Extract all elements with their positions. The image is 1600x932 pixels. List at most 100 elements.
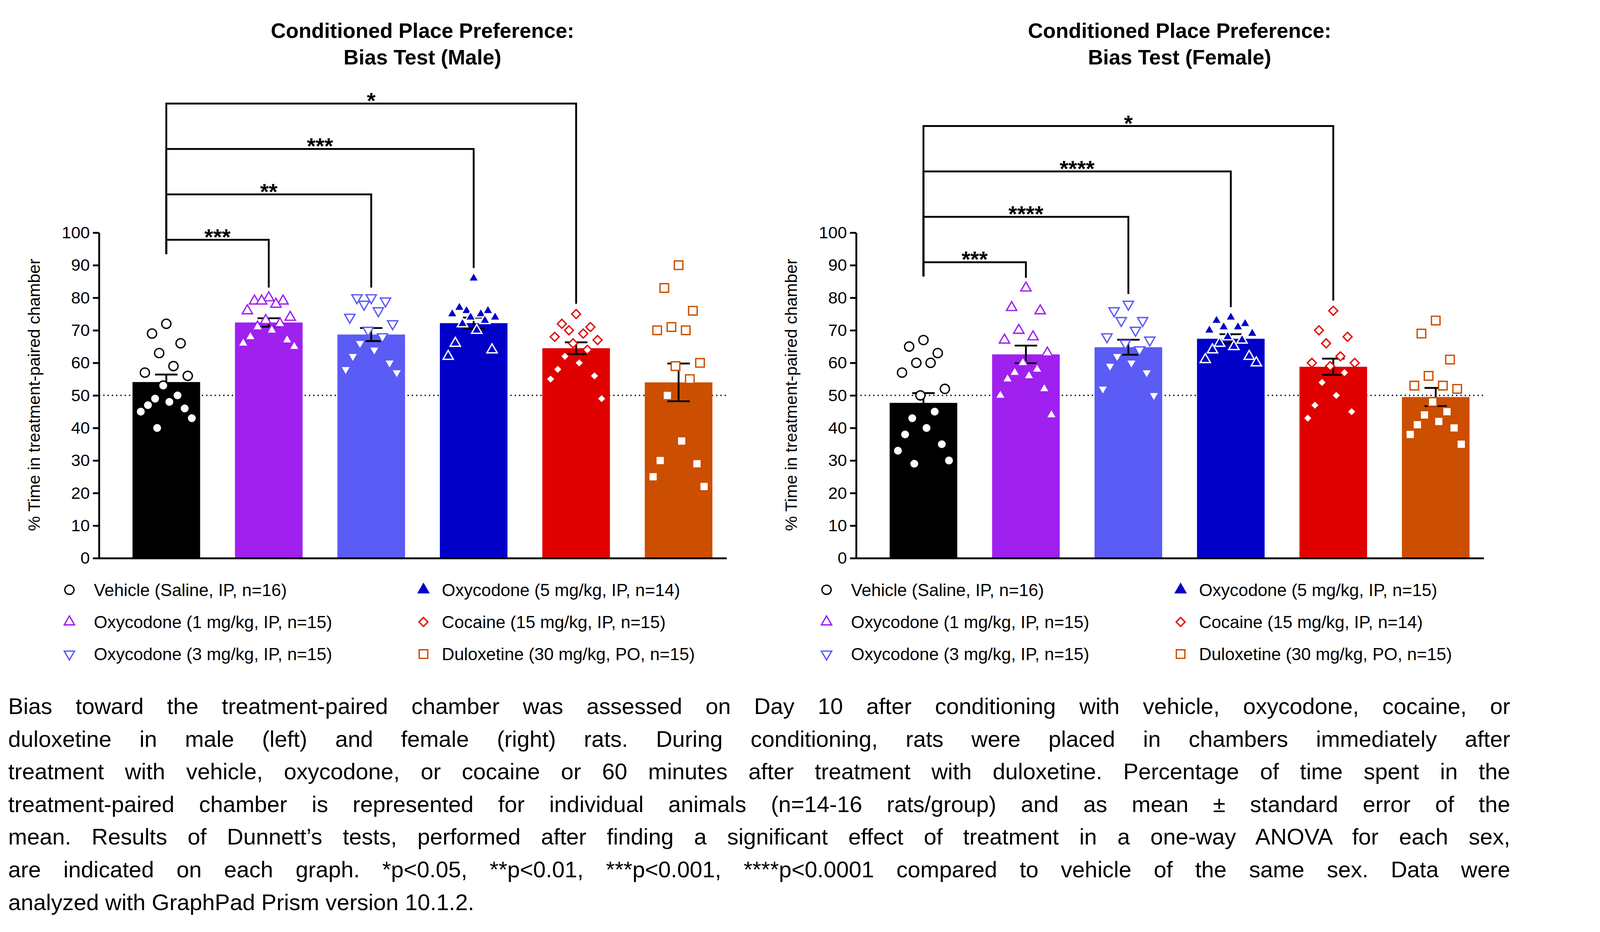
data-point [373,307,384,317]
data-point [915,390,925,400]
data-point [560,351,570,361]
y-tick: 10 [828,516,856,535]
data-point [585,322,595,332]
data-point [1032,363,1043,373]
data-point [340,366,351,376]
data-point [1412,420,1422,429]
bar [1299,366,1368,559]
legend-marker [419,649,428,659]
significance-label: *** [204,224,231,250]
caption-line: mean. Results of Dunnett’s tests, perfor… [8,820,1511,854]
data-point [571,309,581,319]
data-point [1232,321,1243,331]
data-point [692,459,702,468]
bar [132,382,200,559]
data-point [1123,301,1134,311]
legend-marker [64,651,75,661]
data-point [1424,371,1433,381]
significance-label: ** [260,179,278,205]
data-point [907,413,918,424]
legend-label: Duloxetine (30 mg/kg, PO, n=15) [1198,644,1452,664]
data-point [660,283,669,293]
data-point [1332,391,1342,400]
legend-label: Vehicle (Saline, IP, n=16) [93,580,287,600]
legend-label: Oxycodone (3 mg/kg, IP, n=15) [851,644,1090,664]
legend-item: Cocaine (15 mg/kg, IP, n=15) [419,612,666,632]
y-tick: 50 [71,385,99,405]
data-point [471,324,482,334]
data-point [1134,346,1145,356]
legend-label: Duloxetine (30 mg/kg, PO, n=15) [441,644,695,664]
y-tick-label: 90 [71,255,90,275]
caption-line: analyzed with GraphPad Prism version 10.… [8,885,1511,919]
data-point [648,472,658,482]
data-point [553,364,563,374]
x-axis [856,558,1484,559]
data-point [377,333,388,343]
data-point [1002,373,1013,383]
data-point [1244,350,1255,360]
significance-bracket [166,194,372,288]
bar [542,348,610,558]
bar [1401,396,1470,558]
data-point [168,361,179,371]
data-point [677,436,686,446]
data-point [1405,430,1415,439]
legend-marker [821,651,832,661]
y-tick-label: 10 [828,516,847,535]
significance-bracket [166,148,474,268]
data-point [270,298,281,308]
data-point [1428,397,1438,407]
data-point [667,322,676,332]
data-point [1317,378,1327,388]
y-tick-mark [850,394,857,397]
data-point [1116,317,1127,327]
data-point [557,319,567,329]
data-point [1450,423,1459,433]
legend-item: Cocaine (15 mg/kg, IP, n=14) [1176,612,1423,632]
data-point [1417,329,1426,338]
data-point [995,389,1006,399]
data-point [263,291,274,301]
y-tick-mark [850,525,857,527]
y-tick: 80 [71,288,99,308]
y-tick-label: 40 [71,418,90,438]
data-point [685,375,695,384]
data-point [1013,324,1024,334]
data-point [173,390,183,400]
legend-label: Oxycodone (5 mg/kg, IP, n=14) [441,580,681,600]
data-point [252,321,263,331]
y-tick: 20 [71,483,99,503]
legend-marker [64,585,75,595]
data-point [1434,417,1443,426]
y-tick-label: 0 [80,548,90,568]
y-tick-label: 40 [828,418,847,438]
data-point [1310,400,1320,410]
reference-line [856,394,1484,397]
data-point [1101,333,1113,343]
data-point [921,423,932,433]
data-point [1017,357,1028,367]
data-point [347,353,358,363]
data-point [900,429,910,440]
y-axis-title: % Time in treatment-paired chamber [781,258,801,531]
data-point [662,391,672,400]
y-tick-label: 30 [828,450,847,470]
legend-item: Oxycodone (5 mg/kg, IP, n=15) [1175,580,1438,600]
y-tick-mark [850,296,857,299]
y-tick-label: 100 [818,223,847,242]
error-bar [1014,345,1038,364]
legend-marker [1175,583,1186,593]
y-tick-label: 20 [71,483,90,503]
plot-marks [856,282,1484,559]
legend-marker [64,616,75,625]
legend-item: Duloxetine (30 mg/kg, PO, n=15) [1176,644,1452,664]
y-tick-label: 80 [71,288,90,308]
data-point [1438,381,1448,390]
data-point [1148,392,1159,402]
bar [234,322,303,559]
data-point [1247,327,1258,337]
data-point [1325,361,1335,371]
data-point [161,319,172,329]
y-tick-mark [92,329,100,332]
